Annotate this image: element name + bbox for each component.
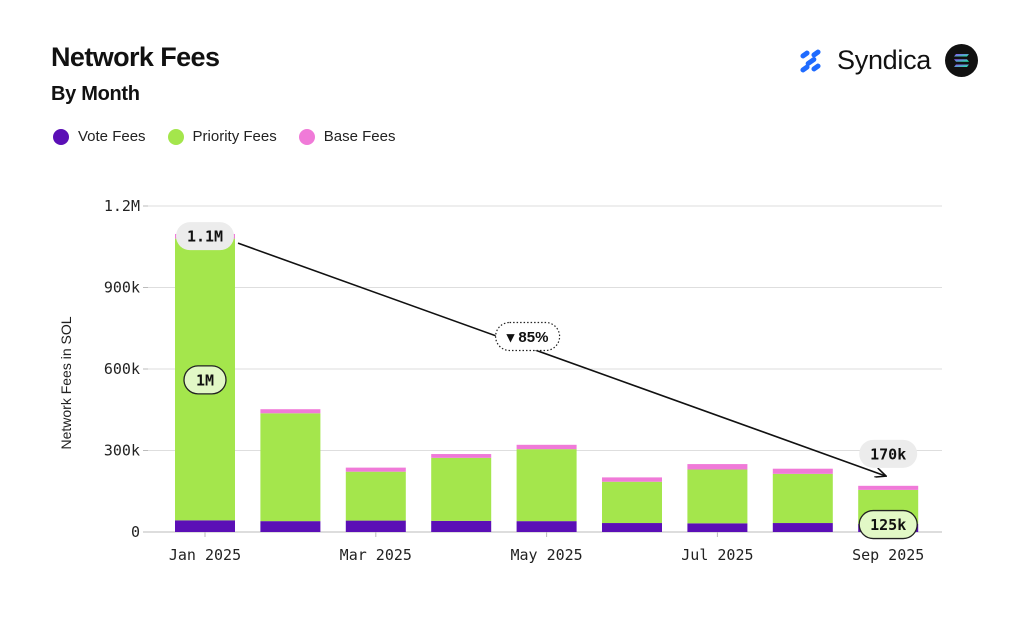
y-tick-label: 900k <box>104 279 140 297</box>
bar-vote-fees <box>516 521 577 532</box>
x-tick-label: Jul 2025 <box>681 546 753 564</box>
bar-base-fees <box>687 464 748 470</box>
solana-logo-icon <box>945 44 978 77</box>
bar-base-fees <box>858 485 919 490</box>
bars <box>175 233 919 532</box>
bar-group <box>260 409 321 532</box>
label-end-total-bg <box>859 439 918 468</box>
label-start-priority-text: 1M <box>196 371 214 389</box>
legend: Vote Fees Priority Fees Base Fees <box>53 128 395 145</box>
x-tick-label: Mar 2025 <box>340 546 412 564</box>
legend-label: Base Fees <box>323 128 396 145</box>
label-start-total-bg <box>176 222 234 251</box>
bar-priority-fees <box>772 473 833 524</box>
trend-arrow <box>237 242 885 476</box>
legend-label: Priority Fees <box>192 128 277 145</box>
chart-subtitle: By Month <box>51 83 140 105</box>
y-tick-label: 600k <box>104 360 140 378</box>
bar-vote-fees <box>431 520 492 532</box>
x-tick-label: Jan 2025 <box>169 546 241 564</box>
legend-swatch-base-fees <box>298 128 315 145</box>
bar-vote-fees <box>260 521 321 532</box>
legend-item-base-fees: Base Fees <box>298 128 396 145</box>
label-change-percent-text: ▾ 85% <box>506 329 549 346</box>
legend-swatch-priority-fees <box>167 128 184 145</box>
bar-base-fees <box>602 477 662 482</box>
x-tick-label: May 2025 <box>510 546 582 564</box>
bar-vote-fees <box>687 523 748 532</box>
annotations: 1.1M 1M ▾ 85% 170k 125k <box>176 222 918 540</box>
bar-base-fees <box>345 467 406 472</box>
label-start-total: 1.1M <box>176 222 234 251</box>
label-change-percent: ▾ 85% <box>495 321 561 352</box>
bar-base-fees <box>516 444 577 450</box>
bar-base-fees <box>260 409 321 414</box>
bar-priority-fees <box>345 471 406 521</box>
bar-group <box>772 468 833 532</box>
bar-base-fees <box>772 468 833 474</box>
bar-priority-fees <box>687 469 748 524</box>
label-end-priority-text: 125k <box>870 516 906 534</box>
label-change-percent-bg <box>495 321 561 352</box>
bar-priority-fees <box>260 413 321 522</box>
brand: Syndica <box>799 44 978 77</box>
bar-base-fees <box>431 454 492 458</box>
legend-label: Vote Fees <box>78 128 146 145</box>
bar-priority-fees <box>602 481 662 524</box>
bar-vote-fees <box>175 520 235 532</box>
bar-group <box>431 454 492 532</box>
y-tick-label: 300k <box>104 442 140 460</box>
label-end-total-text: 170k <box>870 445 906 463</box>
legend-item-priority-fees: Priority Fees <box>167 128 277 145</box>
legend-item-vote-fees: Vote Fees <box>53 128 146 145</box>
label-start-priority: 1M <box>183 365 227 395</box>
brand-name: Syndica <box>837 45 931 75</box>
bar-priority-fees <box>431 457 492 521</box>
bar-vote-fees <box>772 523 833 532</box>
y-tick-label: 0 <box>131 523 140 541</box>
bar-group <box>516 444 577 532</box>
bar-group <box>602 477 662 532</box>
bar-group <box>687 464 748 532</box>
syndica-logo-icon <box>800 49 821 72</box>
label-start-priority-bg <box>183 365 227 395</box>
label-end-priority: 125k <box>858 509 918 540</box>
y-tick-label: 1.2M <box>104 197 140 215</box>
bar-vote-fees <box>602 523 662 532</box>
bar-vote-fees <box>345 520 406 532</box>
x-tick-label: Sep 2025 <box>852 546 924 564</box>
y-axis-title: Network Fees in SOL <box>58 316 74 449</box>
bar-group <box>345 467 406 532</box>
label-start-total-text: 1.1M <box>187 228 223 246</box>
chart-title: Network Fees <box>51 42 220 72</box>
legend-swatch-vote-fees <box>53 128 69 145</box>
label-end-total: 170k <box>859 439 918 468</box>
bar-priority-fees <box>516 449 577 522</box>
label-end-priority-bg <box>858 509 918 540</box>
